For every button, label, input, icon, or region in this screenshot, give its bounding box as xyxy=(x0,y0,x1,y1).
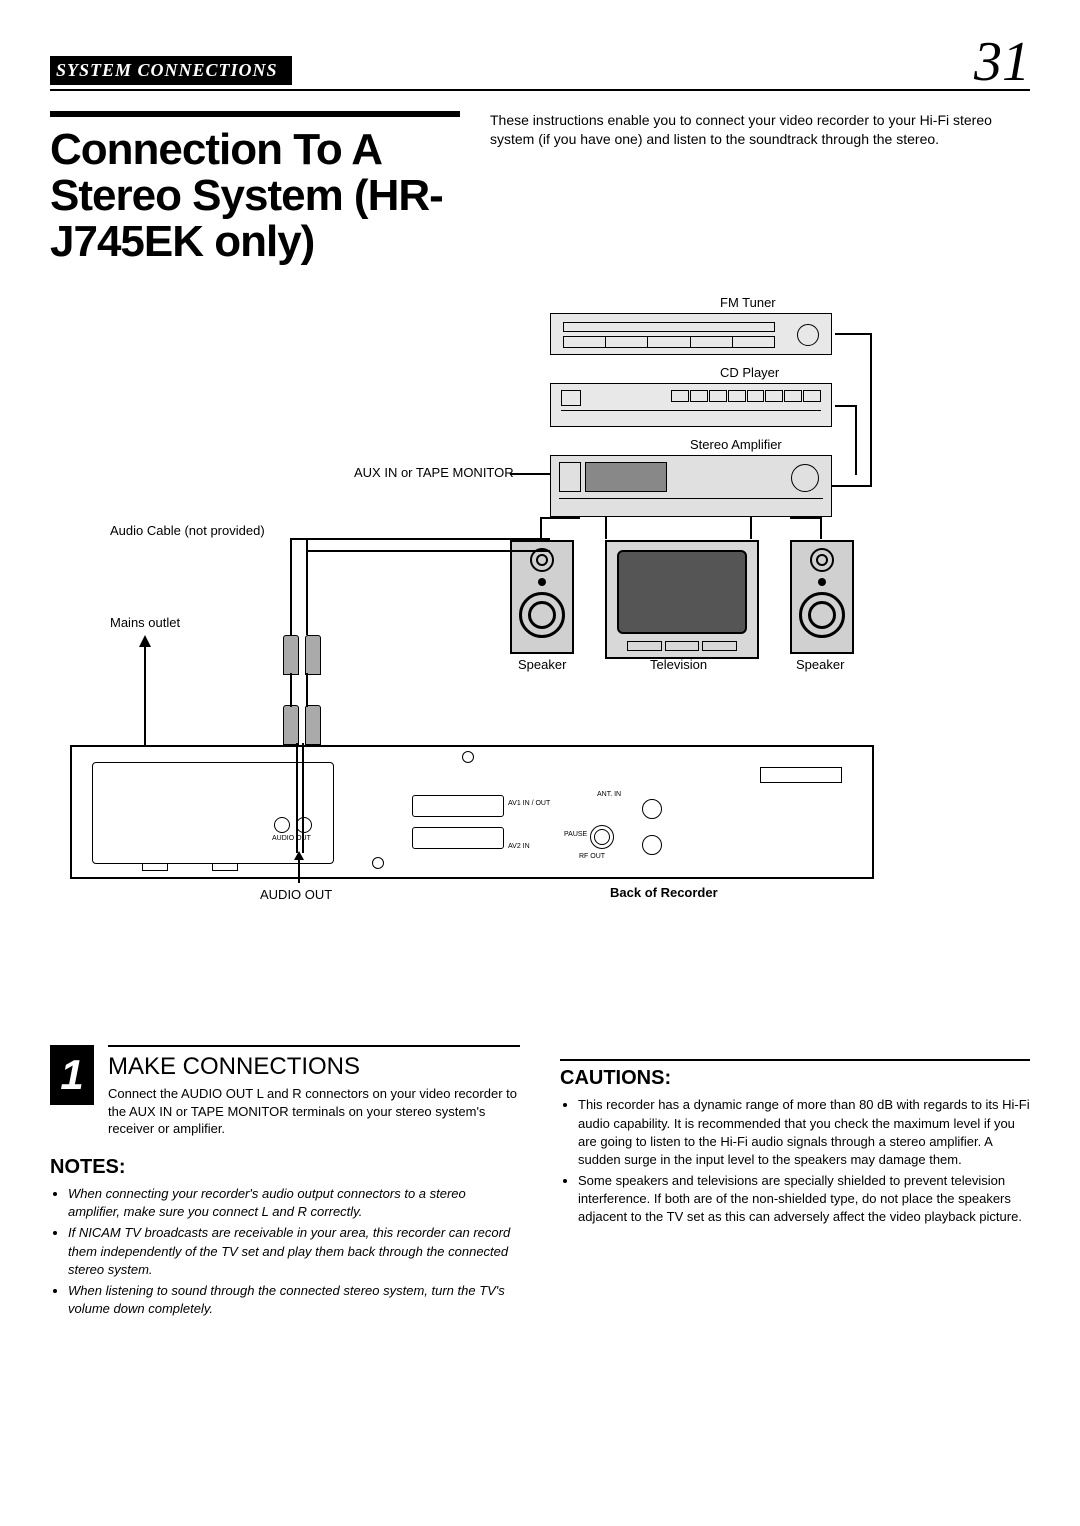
page-number: 31 xyxy=(974,40,1030,85)
cautions-heading: CAUTIONS: xyxy=(560,1059,1030,1090)
top-section: Connection To A Stereo System (HR-J745EK… xyxy=(50,111,1030,266)
ant-in-label: ANT. IN xyxy=(597,791,621,798)
back-of-recorder-label: Back of Recorder xyxy=(610,885,718,900)
note-item: If NICAM TV broadcasts are receivable in… xyxy=(68,1224,520,1279)
scart-av2 xyxy=(412,827,504,849)
pause-label: PAUSE xyxy=(564,831,587,838)
step-number: 1 xyxy=(50,1045,94,1105)
speaker-left-label: Speaker xyxy=(518,657,566,672)
section-label: SYSTEM CONNECTIONS xyxy=(50,56,292,85)
stereo-amp-label: Stereo Amplifier xyxy=(690,437,782,452)
television-box xyxy=(605,540,759,659)
av1-label: AV1 IN / OUT xyxy=(508,800,550,807)
av2-label: AV2 IN xyxy=(508,843,530,850)
step-title: MAKE CONNECTIONS xyxy=(108,1045,520,1081)
recorder-back-panel: AUDIO OUT AV1 IN / OUT AV2 IN ANT. IN RF… xyxy=(70,745,874,879)
note-item: When connecting your recorder's audio ou… xyxy=(68,1185,520,1221)
main-title: Connection To A Stereo System (HR-J745EK… xyxy=(50,111,460,266)
scart-av1 xyxy=(412,795,504,817)
rca-top-connector xyxy=(280,635,324,678)
note-item: When listening to sound through the conn… xyxy=(68,1282,520,1318)
cd-player-label: CD Player xyxy=(720,365,779,380)
fm-tuner-label: FM Tuner xyxy=(720,295,776,310)
intro-text: These instructions enable you to connect… xyxy=(490,111,1030,149)
notes-list: When connecting your recorder's audio ou… xyxy=(50,1185,520,1318)
bottom-columns: 1 MAKE CONNECTIONS Connect the AUDIO OUT… xyxy=(50,1045,1030,1321)
television-label: Television xyxy=(650,657,707,672)
step-1: 1 MAKE CONNECTIONS Connect the AUDIO OUT… xyxy=(50,1045,520,1138)
audio-cable-label: Audio Cable (not provided) xyxy=(110,523,265,538)
speaker-right-label: Speaker xyxy=(796,657,844,672)
step-body: Connect the AUDIO OUT L and R connectors… xyxy=(108,1085,520,1138)
cautions-list: This recorder has a dynamic range of mor… xyxy=(560,1096,1030,1226)
audio-out-label: AUDIO OUT xyxy=(260,887,332,902)
mains-outlet-label: Mains outlet xyxy=(110,615,180,630)
caution-item: Some speakers and televisions are specia… xyxy=(578,1172,1030,1227)
page-header: SYSTEM CONNECTIONS 31 xyxy=(50,40,1030,91)
rf-out-label: RF OUT xyxy=(579,853,605,860)
stereo-amplifier-box xyxy=(550,455,832,517)
speaker-right-box xyxy=(790,540,854,654)
rca-bottom-connector xyxy=(280,705,324,748)
connection-diagram: FM Tuner CD Player Stereo Amplifier AUX … xyxy=(50,295,1030,1015)
speaker-left-box xyxy=(510,540,574,654)
rec-audio-out-small: AUDIO OUT xyxy=(272,835,311,842)
fm-tuner-box xyxy=(550,313,832,355)
aux-label: AUX IN or TAPE MONITOR xyxy=(354,465,514,480)
cd-player-box xyxy=(550,383,832,427)
caution-item: This recorder has a dynamic range of mor… xyxy=(578,1096,1030,1169)
notes-heading: NOTES: xyxy=(50,1156,520,1179)
